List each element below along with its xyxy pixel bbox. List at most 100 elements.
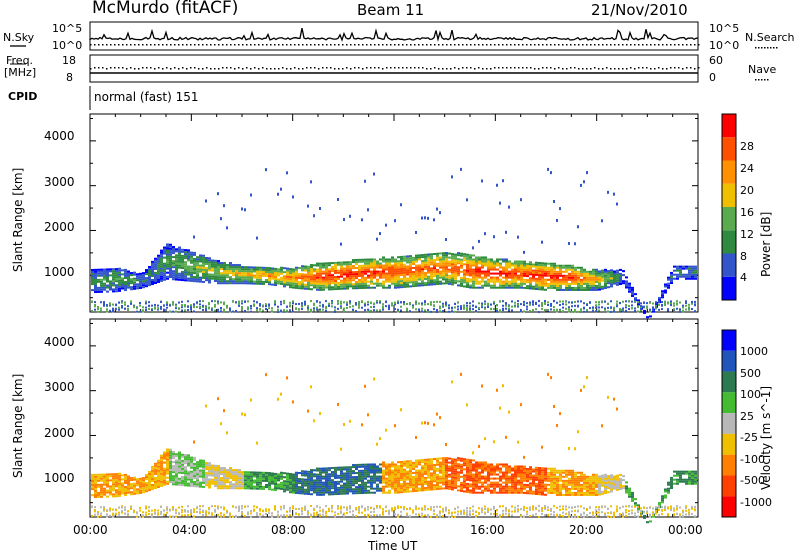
velocity-cell (325, 475, 328, 478)
power-cell (427, 263, 430, 266)
velocity-cell (364, 469, 367, 472)
near-range-pixel (373, 309, 375, 312)
velocity-cell (352, 464, 355, 467)
power-cell (163, 246, 166, 249)
power-cell (538, 268, 541, 271)
power-cell (415, 272, 418, 275)
velocity-cell (259, 477, 262, 480)
power-cell (397, 274, 400, 277)
near-range-pixel (157, 512, 159, 515)
velocity-cell (187, 474, 190, 477)
sparse-echo (349, 419, 351, 423)
velocity-cell (424, 480, 427, 483)
velocity-cell (385, 483, 388, 486)
near-range-pixel (688, 307, 690, 310)
near-range-pixel (274, 506, 276, 509)
power-cell (94, 284, 97, 287)
near-range-pixel (247, 300, 249, 303)
near-range-pixel (181, 309, 183, 312)
near-range-pixel (661, 308, 663, 311)
power-cell (358, 268, 361, 271)
power-cell (409, 277, 412, 280)
velocity-cell (376, 487, 379, 490)
power-cell (643, 309, 646, 312)
power-cell (355, 275, 358, 278)
near-range-pixel (625, 306, 627, 309)
power-cell (148, 274, 151, 277)
xtick-00: 00:00 (73, 523, 108, 537)
power-cell (520, 266, 523, 269)
power-cell (91, 277, 94, 280)
sparse-echo (286, 171, 288, 175)
power-cell (133, 283, 136, 286)
power-cell (679, 269, 682, 272)
power-cell (454, 263, 457, 266)
near-range-pixel (250, 304, 252, 307)
near-range-pixel (283, 514, 285, 517)
velocity-cell (322, 489, 325, 492)
power-cell (475, 270, 478, 273)
velocity-cell (208, 466, 211, 469)
velocity-cell (187, 478, 190, 481)
velocity-cell (166, 452, 169, 455)
velocity-cell (169, 470, 172, 473)
power-cell (490, 280, 493, 283)
velocity-cell (355, 472, 358, 475)
power-cell (475, 266, 478, 269)
near-range-pixel (526, 302, 528, 305)
power-cell (217, 280, 220, 283)
power-cell (394, 272, 397, 275)
power-cell (181, 256, 184, 259)
power-cell (265, 278, 268, 282)
near-range-pixel (355, 507, 357, 510)
power-cell (448, 256, 451, 259)
velocity-cell (394, 491, 397, 494)
vel-ytick-4000: 4000 (44, 335, 75, 349)
near-range-pixel (226, 306, 228, 309)
near-range-pixel (472, 308, 474, 311)
velocity-cell (187, 476, 190, 479)
power-cell (373, 276, 376, 279)
power-cell (547, 274, 550, 277)
velocity-cell (154, 468, 157, 471)
velocity-cell (157, 463, 160, 466)
power-cell (541, 288, 544, 291)
velocity-cell (124, 490, 127, 493)
velocity-cell (208, 480, 211, 483)
power-cell (553, 284, 556, 287)
power-cell (226, 274, 229, 277)
near-range-pixel (301, 513, 303, 516)
power-cell (151, 272, 154, 275)
near-range-pixel (394, 506, 396, 509)
near-range-pixel (673, 302, 675, 305)
near-range-pixel (241, 307, 243, 310)
power-cell (430, 279, 433, 282)
near-range-pixel (220, 306, 222, 309)
velocity-cell (193, 477, 196, 480)
near-range-pixel (139, 310, 141, 313)
power-cell (337, 277, 340, 280)
power-cell (463, 285, 466, 288)
velocity-cell (241, 479, 244, 482)
power-cell (157, 278, 160, 281)
power-cell (487, 280, 490, 283)
velocity-cell (313, 469, 316, 472)
power-cell (439, 274, 442, 277)
power-cell (340, 267, 343, 270)
power-cell (364, 286, 367, 289)
power-cell (571, 282, 574, 285)
power-cell (238, 266, 241, 269)
near-range-pixel (391, 507, 393, 510)
power-cell (271, 275, 274, 278)
power-cell (178, 274, 181, 277)
power-cell (577, 282, 580, 285)
velocity-cell (109, 491, 112, 494)
power-cell (397, 284, 400, 287)
velocity-cell (301, 486, 304, 489)
near-range-pixel (487, 306, 489, 309)
near-range-pixel (331, 305, 333, 308)
sparse-echo (343, 217, 345, 221)
power-cell (442, 260, 445, 263)
velocity-cell (169, 464, 172, 467)
power-cell (358, 283, 361, 286)
